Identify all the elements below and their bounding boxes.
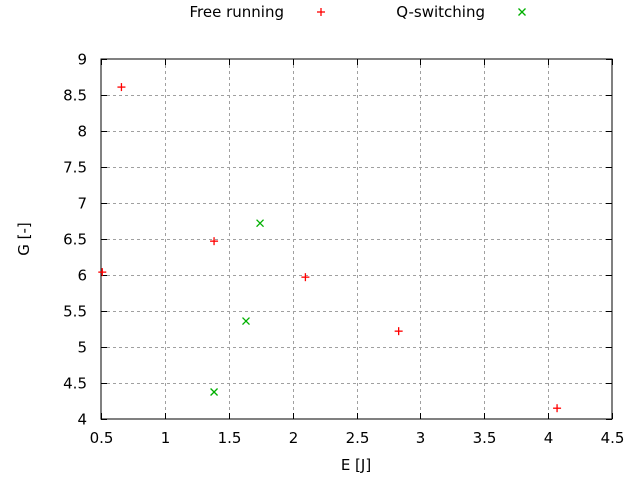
x-tick-label: 4 [544, 429, 554, 447]
legend-marker-free-running [317, 8, 325, 16]
data-points [98, 83, 562, 413]
x-tick-label: 3.5 [473, 429, 497, 447]
y-tick-label: 6 [77, 267, 87, 285]
y-tick-label: 8 [77, 123, 87, 141]
data-point-free-running [98, 268, 107, 277]
data-point-free-running [553, 404, 562, 413]
plot-frame [100, 58, 613, 420]
legend-cross-icon [518, 8, 526, 16]
legend-label-free-running: Free running [190, 3, 284, 21]
legend-marker-q-switching [518, 8, 526, 16]
x-axis-label: E [J] [341, 456, 371, 474]
x-tick-label: 3 [416, 429, 426, 447]
x-tick-label: 0.5 [90, 429, 114, 447]
axis-ticks: 0.5 1 1.5 2 2.5 3 3.5 4 4.5 4 4.5 5 5.5 6 6.5 7 7.5 8 8.5 9 [63, 51, 624, 448]
legend-label-q-switching: Q-switching [396, 3, 485, 21]
y-axis-label: G [-] [15, 222, 33, 256]
y-tick-label: 9 [77, 51, 87, 69]
legend-plus-icon [317, 8, 325, 16]
y-tick-label: 4 [77, 411, 87, 429]
x-tick-label: 4.5 [601, 429, 625, 447]
data-point-q-switching [210, 388, 219, 396]
y-tick-label: 4.5 [63, 375, 87, 393]
y-tick-label: 6.5 [63, 231, 87, 249]
data-point-q-switching [256, 219, 265, 228]
y-tick-label: 7.5 [63, 159, 87, 177]
legend: Free running Q-switching [190, 3, 526, 21]
x-tick-label: 1 [161, 429, 171, 447]
y-tick-label: 8.5 [63, 87, 87, 105]
data-point-free-running [301, 273, 310, 282]
data-point-q-switching [242, 317, 250, 326]
y-tick-label: 7 [77, 195, 87, 213]
x-tick-label: 2 [289, 429, 299, 447]
data-point-free-running [117, 83, 126, 92]
data-point-free-running [394, 327, 403, 336]
x-tick-label: 1.5 [218, 429, 242, 447]
data-point-free-running [210, 237, 219, 246]
y-tick-label: 5.5 [63, 303, 87, 321]
x-tick-label: 2.5 [346, 429, 370, 447]
grid [101, 59, 612, 419]
y-tick-label: 5 [77, 339, 87, 357]
